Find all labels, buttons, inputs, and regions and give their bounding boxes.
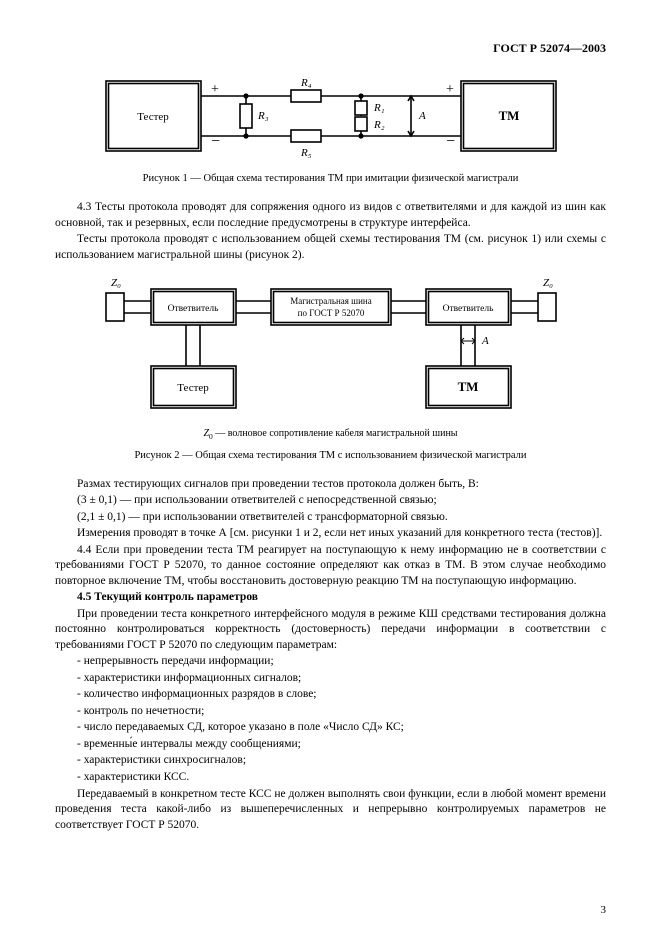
fig2-z0-right: Z₀ [543, 277, 553, 289]
fig2-tm: ТМ [457, 379, 478, 394]
fig2-tester: Тестер [177, 382, 209, 394]
section-4-5-title: 4.5 Текущий контроль параметров [55, 590, 606, 606]
fig1-r4: R₄ [300, 77, 312, 89]
fig1-r1: R₁ [373, 102, 385, 114]
page: ГОСТ Р 52074—2003 + − + − [0, 0, 661, 936]
doc-id: ГОСТ Р 52074—2003 [55, 40, 606, 56]
para-4-3b: Тесты протокола проводят с использование… [55, 232, 606, 263]
fig1-r3: R₃ [257, 110, 269, 122]
fig2-A: A [481, 335, 489, 347]
para-4-4: 4.4 Если при проведении теста ТМ реагиру… [55, 543, 606, 590]
fig1-tester-label: Тестер [137, 111, 169, 123]
list-item: - временны́е интервалы между сообщениями… [55, 737, 606, 753]
list-item: - характеристики информационных сигналов… [55, 671, 606, 687]
svg-text:−: − [211, 133, 220, 150]
para-4-5a: При проведении теста конкретного интерфе… [55, 607, 606, 654]
fig2-coupler-right: Ответвитель [442, 304, 493, 314]
list-item: - непрерывность передачи информации; [55, 654, 606, 670]
para-range-2: (2,1 ± 0,1) — при использовании ответвит… [55, 510, 606, 526]
para-measurements: Измерения проводят в точке А [см. рисунк… [55, 526, 606, 542]
list-item: - число передаваемых СД, которое указано… [55, 720, 606, 736]
figure-2-caption: Рисунок 2 — Общая схема тестирования ТМ … [55, 449, 606, 463]
figure-1: + − + − [96, 66, 566, 166]
para-4-3a: 4.3 Тесты протокола проводят для сопряже… [55, 200, 606, 231]
svg-text:+: + [211, 82, 219, 97]
page-number: 3 [601, 903, 607, 918]
fig1-r5: R₅ [300, 147, 312, 159]
fig2-bus-2: по ГОСТ Р 52070 [297, 308, 364, 318]
para-4-5b: Передаваемый в конкретном тесте КСС не д… [55, 787, 606, 834]
figure-2: Z₀ Z₀ Ответвитель Ответвитель Магистраль… [96, 271, 566, 421]
fig1-A: A [418, 110, 426, 122]
list-item: - характеристики синхросигналов; [55, 753, 606, 769]
fig1-r2: R₂ [373, 119, 385, 131]
svg-text:+: + [446, 82, 454, 97]
fig2-z0-left: Z₀ [111, 277, 121, 289]
list-item: - контроль по нечетности; [55, 704, 606, 720]
fig2-bus-1: Магистральная шина [290, 296, 371, 306]
figure-1-caption: Рисунок 1 — Общая схема тестирования ТМ … [55, 172, 606, 186]
fig1-tm-label: ТМ [498, 108, 519, 123]
para-range-intro: Размах тестирующих сигналов при проведен… [55, 477, 606, 493]
svg-text:−: − [446, 133, 455, 150]
fig2-coupler-left: Ответвитель [167, 304, 218, 314]
list-item: - характеристики КСС. [55, 770, 606, 786]
para-range-1: (3 ± 0,1) — при использовании ответвител… [55, 493, 606, 509]
list-item: - количество информационных разрядов в с… [55, 687, 606, 703]
figure-2-footnote: Z0 — волновое сопротивление кабеля магис… [55, 427, 606, 442]
